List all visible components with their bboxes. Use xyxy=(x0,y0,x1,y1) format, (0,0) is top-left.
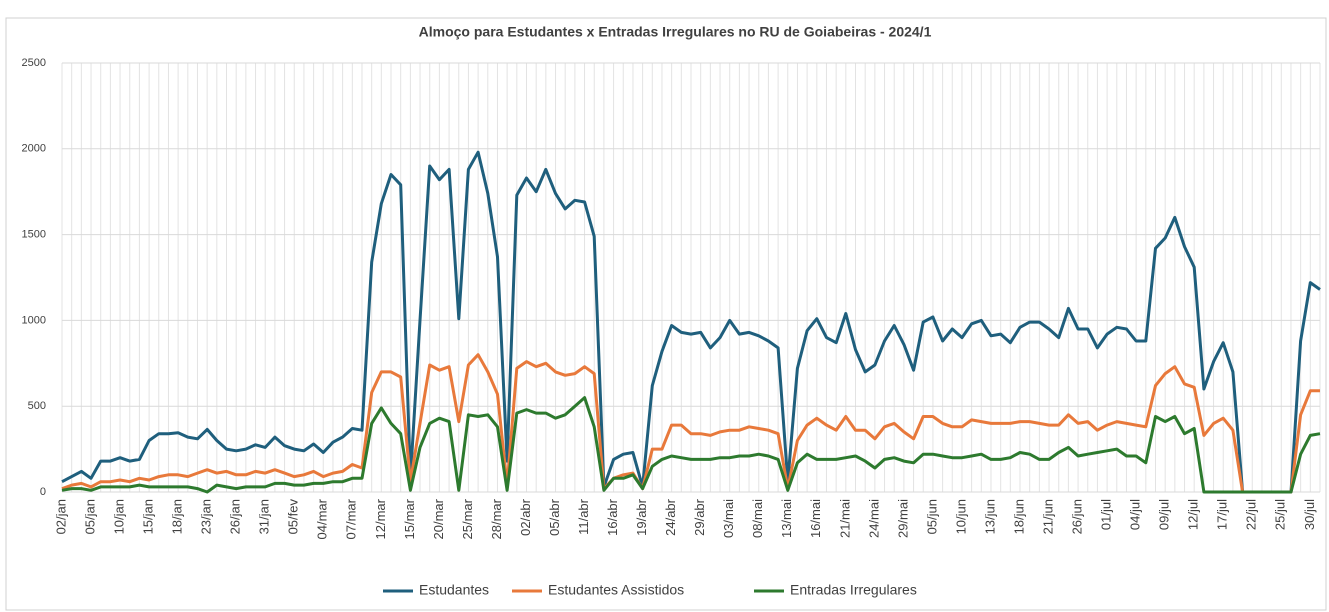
x-tick-label: 13/jun xyxy=(982,499,997,534)
x-tick-label: 23/jan xyxy=(199,499,214,534)
x-tick-label: 05/fev xyxy=(286,499,301,535)
x-tick-label: 04/mar xyxy=(315,498,330,539)
x-tick-label: 12/jul xyxy=(1186,499,1201,530)
x-tick-label: 05/jan xyxy=(82,499,97,534)
x-tick-label: 16/abr xyxy=(605,498,620,536)
series-line xyxy=(61,353,1320,494)
y-tick-label: 1000 xyxy=(22,314,46,326)
y-tick-label: 1500 xyxy=(22,229,46,241)
x-tick-label: 29/mai xyxy=(895,499,910,538)
x-tick-label: 08/mai xyxy=(750,499,765,538)
x-tick-label: 18/jun xyxy=(1011,499,1026,534)
x-tick-label: 12/mar xyxy=(373,498,388,539)
legend-label: Estudantes Assistidos xyxy=(548,582,684,598)
x-tick-label: 16/mai xyxy=(808,499,823,538)
x-tick-label: 04/jul xyxy=(1128,499,1143,530)
legend-label: Entradas Irregulares xyxy=(790,582,917,598)
series-line xyxy=(61,396,1321,494)
x-tick-label: 11/abr xyxy=(576,498,591,535)
y-tick-label: 2500 xyxy=(22,57,46,69)
x-tick-label: 18/jan xyxy=(170,499,185,534)
series-line xyxy=(61,150,1321,494)
x-tick-label: 22/jul xyxy=(1244,499,1259,530)
chart-frame xyxy=(5,17,1327,611)
x-tick-label: 31/jan xyxy=(257,499,272,534)
x-tick-label: 21/jun xyxy=(1040,499,1055,534)
x-tick-label: 20/mar xyxy=(431,498,446,539)
x-tick-label: 17/jul xyxy=(1215,499,1230,530)
x-tick-label: 25/jul xyxy=(1273,499,1288,530)
legend-label: Estudantes xyxy=(419,582,489,598)
x-tick-label: 02/abr xyxy=(518,498,533,536)
x-tick-label: 25/mar xyxy=(460,498,475,539)
x-tick-label: 07/mar xyxy=(344,498,359,539)
y-tick-label: 2000 xyxy=(22,143,46,155)
x-tick-label: 10/jan xyxy=(111,499,126,534)
y-tick-label: 500 xyxy=(28,400,46,412)
x-tick-label: 26/jun xyxy=(1070,499,1085,534)
x-tick-label: 26/jan xyxy=(228,499,243,534)
chart-title: Almoço para Estudantes x Entradas Irregu… xyxy=(419,24,932,40)
x-tick-label: 05/jun xyxy=(924,499,939,534)
x-tick-label: 24/mai xyxy=(866,499,881,538)
x-tick-label: 15/mar xyxy=(402,498,417,539)
x-tick-label: 05/abr xyxy=(547,498,562,536)
x-tick-label: 28/mar xyxy=(489,498,504,539)
x-tick-label: 29/abr xyxy=(692,498,707,536)
x-tick-label: 30/jul xyxy=(1302,499,1317,530)
y-tick-label: 0 xyxy=(40,486,46,498)
x-tick-label: 21/mai xyxy=(837,499,852,538)
x-tick-label: 24/abr xyxy=(663,498,678,536)
x-tick-label: 13/mai xyxy=(779,499,794,538)
x-tick-label: 10/jun xyxy=(953,499,968,534)
x-tick-label: 09/jul xyxy=(1157,499,1172,530)
x-tick-label: 03/mai xyxy=(721,499,736,538)
x-tick-label: 02/jan xyxy=(53,499,68,534)
x-tick-label: 15/jan xyxy=(141,499,156,534)
x-tick-label: 01/jul xyxy=(1099,499,1114,530)
x-tick-label: 19/abr xyxy=(634,498,649,536)
